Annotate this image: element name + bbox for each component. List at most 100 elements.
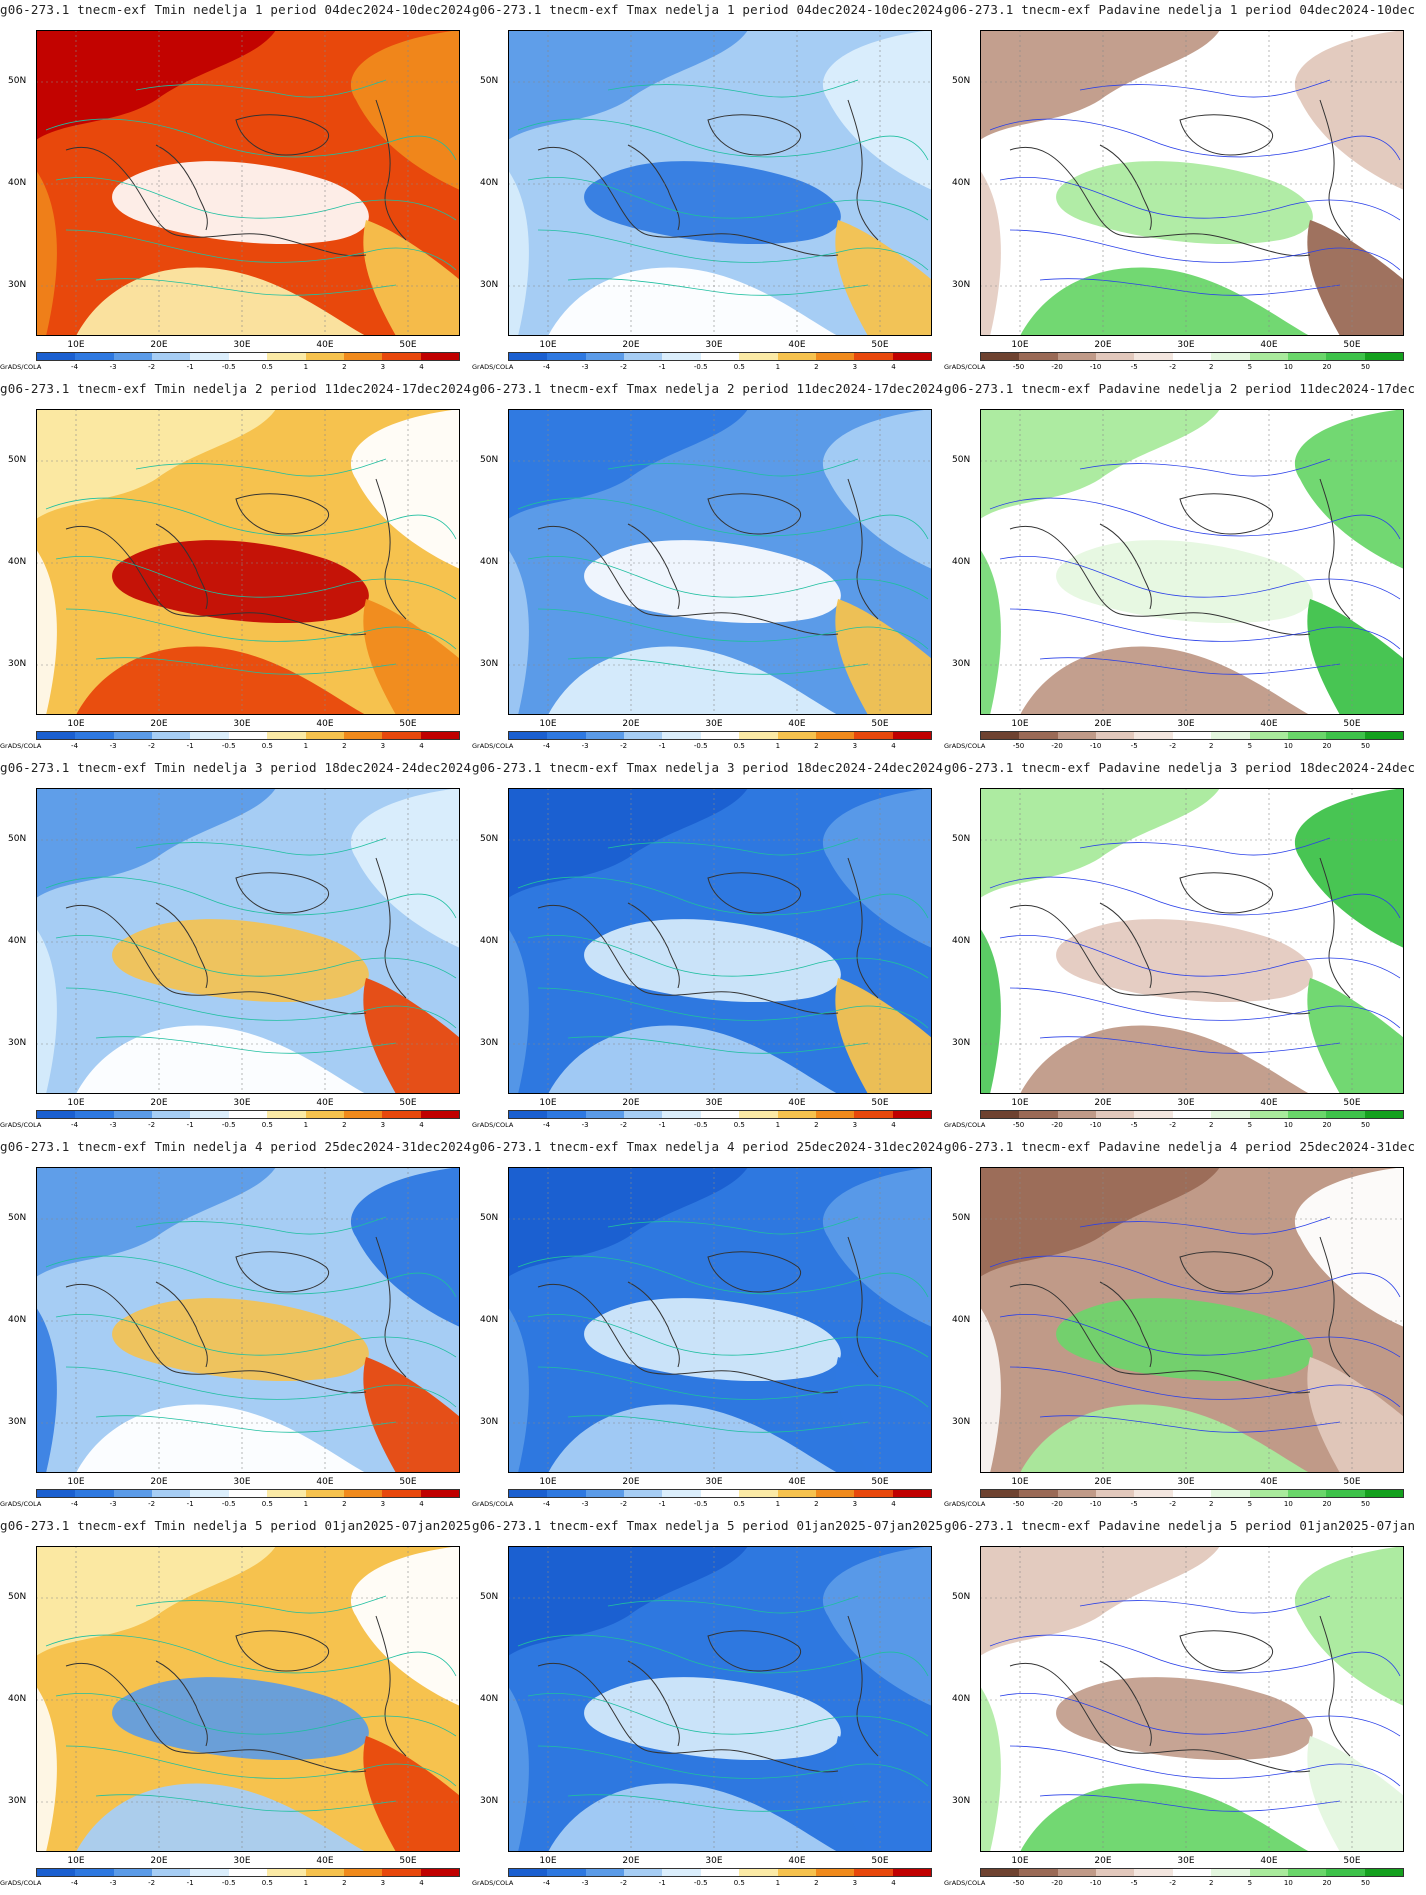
colorbar-tick-label: 20 (1322, 363, 1332, 371)
panel-title: g06-273.1 tnecm-exf Tmax nedelja 1 perio… (472, 2, 944, 17)
colorbar-tick-label: -2 (1169, 1879, 1177, 1887)
longitude-label: 50E (871, 1098, 889, 1108)
colorbar-swatch (585, 1490, 625, 1497)
colorbar-tick-label: 2 (342, 1500, 347, 1508)
colorbar-tick-label: -3 (581, 1121, 589, 1129)
colorbar-tick-label: 0.5 (261, 1879, 273, 1887)
colorbar-swatch (382, 353, 421, 360)
latitude-label: 50N (952, 1213, 971, 1223)
colorbar-tick-label: 5 (1247, 742, 1253, 750)
longitude-label: 50E (1343, 1856, 1361, 1866)
colorbar-swatch (509, 353, 548, 360)
colorbar-tick-label: -1 (186, 1500, 194, 1508)
colorbar-tick-label: -4 (543, 1121, 551, 1129)
colorbar-ticks: -4 -3 -2 -1 -0.5 0.5 1 2 3 4 (36, 1500, 460, 1512)
colorbar-swatch (815, 1111, 855, 1118)
colorbar (508, 1868, 932, 1877)
colorbar-ticks: -4 -3 -2 -1 -0.5 0.5 1 2 3 4 (36, 742, 460, 754)
colorbar-swatch (892, 732, 931, 739)
colorbar-tick-label: -5 (1130, 363, 1138, 371)
colorbar-ticks: -50 -20 -10 -5 -2 2 5 10 20 50 (980, 1879, 1404, 1891)
longitude-label: 20E (622, 1098, 640, 1108)
latitude-label: 40N (480, 557, 499, 567)
colorbar-tick-label: -4 (543, 1500, 551, 1508)
colorbar-swatch (854, 1490, 893, 1497)
colorbar-swatch (113, 353, 153, 360)
colorbar-swatch (700, 1869, 740, 1876)
colorbar-swatch (624, 1869, 663, 1876)
latitude-label: 50N (952, 1592, 971, 1602)
colorbar-tick-label: 1 (303, 1500, 309, 1508)
latitude-label: 50N (480, 834, 499, 844)
colorbar-tick-label: 0.5 (733, 1879, 745, 1887)
longitude-label: 20E (150, 1477, 168, 1487)
forecast-anomaly-map (980, 30, 1404, 336)
longitude-label: 30E (1177, 719, 1195, 729)
colorbar-swatch (1096, 732, 1135, 739)
colorbar-tick-label: 0.5 (733, 1121, 745, 1129)
colorbar-tick-label: -20 (1051, 1121, 1063, 1129)
colorbar-swatch (37, 1111, 76, 1118)
colorbar-tick-label: -20 (1051, 742, 1063, 750)
longitude-label: 30E (705, 1477, 723, 1487)
colorbar (36, 1868, 460, 1877)
grads-cola-label: GrADS/COLA (472, 742, 514, 750)
colorbar-swatch (854, 732, 893, 739)
colorbar-swatch (152, 1869, 191, 1876)
colorbar-swatch (739, 1490, 778, 1497)
longitude-label: 40E (788, 340, 806, 350)
colorbar-swatch (1287, 353, 1327, 360)
colorbar-tick-label: 3 (380, 742, 386, 750)
colorbar-swatch (75, 353, 114, 360)
colorbar-tick-label: -4 (71, 1879, 79, 1887)
colorbar-tick-label: -10 (1089, 1879, 1102, 1887)
colorbar (980, 1110, 1404, 1119)
map-panel: g06-273.1 tnecm-exf Tmin nedelja 4 perio… (0, 1137, 472, 1516)
colorbar-tick-label: -0.5 (221, 1500, 236, 1508)
colorbar-tick-label: -50 (1012, 363, 1025, 371)
colorbar-swatch (662, 1869, 701, 1876)
colorbar-swatch (777, 732, 816, 739)
colorbar-swatch (305, 1869, 344, 1876)
longitude-label: 50E (399, 1098, 417, 1108)
colorbar-swatch (700, 1111, 740, 1118)
colorbar-tick-label: 1 (775, 363, 781, 371)
colorbar-swatch (228, 1869, 268, 1876)
colorbar-swatch (700, 732, 740, 739)
colorbar-swatch (777, 353, 816, 360)
colorbar-swatch (624, 1111, 663, 1118)
longitude-label: 10E (67, 340, 85, 350)
colorbar-tick-label: -20 (1051, 1879, 1063, 1887)
longitude-label: 10E (539, 1477, 557, 1487)
colorbar-swatch (1134, 353, 1173, 360)
colorbar-tick-label: -10 (1089, 1500, 1102, 1508)
colorbar-tick-label: 0.5 (261, 363, 273, 371)
colorbar-tick-label: 5 (1247, 1500, 1253, 1508)
colorbar-swatch (892, 1869, 931, 1876)
colorbar-tick-label: 4 (891, 363, 896, 371)
colorbar-swatch (1134, 1490, 1173, 1497)
latitude-label: 40N (8, 936, 27, 946)
forecast-anomaly-map (36, 409, 460, 715)
colorbar-tick-label: -10 (1089, 1121, 1102, 1129)
colorbar-swatch (1057, 732, 1097, 739)
colorbar-tick-label: -2 (148, 742, 156, 750)
colorbar-swatch (547, 1869, 586, 1876)
longitude-label: 40E (316, 719, 334, 729)
colorbar-tick-label: -3 (109, 363, 117, 371)
colorbar-swatch (892, 353, 931, 360)
latitude-label: 30N (952, 280, 971, 290)
colorbar-swatch (75, 732, 114, 739)
colorbar-tick-label: 5 (1247, 1121, 1253, 1129)
colorbar-swatch (1211, 1111, 1250, 1118)
colorbar (980, 352, 1404, 361)
longitude-label: 20E (150, 340, 168, 350)
colorbar-swatch (420, 1111, 459, 1118)
colorbar-tick-label: -1 (658, 1121, 666, 1129)
colorbar-swatch (739, 353, 778, 360)
forecast-anomaly-map (980, 788, 1404, 1094)
longitude-label: 30E (233, 1856, 251, 1866)
longitude-label: 50E (1343, 340, 1361, 350)
colorbar-swatch (624, 1490, 663, 1497)
colorbar-tick-label: 3 (852, 1879, 858, 1887)
